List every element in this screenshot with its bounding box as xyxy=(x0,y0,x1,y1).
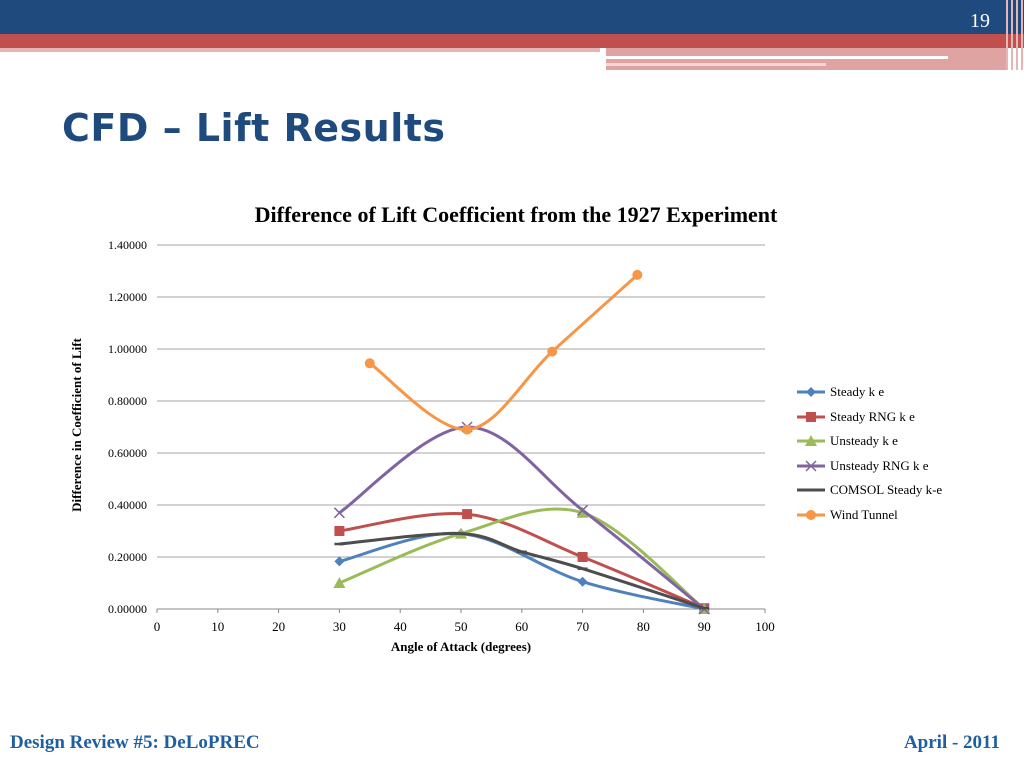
slide-number: 19 xyxy=(970,10,990,32)
x-tick-label: 0 xyxy=(154,619,161,634)
chart-legend: Steady k e Steady RNG k e Unsteady k e Unst… xyxy=(796,380,942,527)
legend-item-unsteady-k-e: Unsteady k e xyxy=(796,429,942,454)
legend-item-steady-k-e: Steady k e xyxy=(796,380,942,405)
legend-label: Steady k e xyxy=(830,384,885,400)
y-tick-label: 0.80000 xyxy=(108,394,147,408)
x-tick-label: 20 xyxy=(272,619,285,634)
data-point-unsteady-rng-k-e xyxy=(577,504,589,516)
data-point-unsteady-rng-k-e xyxy=(333,507,345,519)
legend-swatch xyxy=(797,435,825,447)
y-axis-label: Difference in Coefficient of Lift xyxy=(69,337,84,511)
legend-item-wind-tunnel: Wind Tunnel xyxy=(796,503,942,528)
data-point-wind-tunnel xyxy=(547,346,558,357)
header-vertical-lines xyxy=(1006,0,1024,70)
legend-label: Unsteady k e xyxy=(830,433,898,449)
series-line-wind-tunnel xyxy=(368,273,639,432)
data-point-steady-k-e xyxy=(577,576,588,587)
y-tick-label: 0.20000 xyxy=(108,550,147,564)
y-tick-label: 0.00000 xyxy=(108,602,147,616)
legend-swatch-marker xyxy=(805,435,817,447)
x-tick-label: 30 xyxy=(333,619,346,634)
data-point-unsteady-k-e xyxy=(576,506,589,518)
series-line-unsteady-k-e xyxy=(338,507,706,611)
x-tick-label: 80 xyxy=(637,619,650,634)
x-tick-label: 100 xyxy=(755,619,775,634)
y-tick-label: 0.40000 xyxy=(108,498,147,512)
x-tick-label: 60 xyxy=(515,619,528,634)
legend-item-unsteady-rng-k-e: Unsteady RNG k e xyxy=(796,454,942,479)
legend-swatch-marker xyxy=(806,411,816,422)
legend-label: Wind Tunnel xyxy=(830,506,898,522)
data-point-steady-rng-k-e xyxy=(577,552,588,562)
series-line-steady-k-e xyxy=(339,531,705,611)
slide-title: CFD – Lift Results xyxy=(62,106,446,150)
legend-swatch-marker xyxy=(806,509,816,520)
data-point-wind-tunnel xyxy=(462,424,473,435)
data-point-steady-rng-k-e xyxy=(462,509,473,520)
legend-item-comsol-steady-k-e: COMSOL Steady k-e xyxy=(796,478,942,503)
legend-swatch xyxy=(797,411,825,422)
legend-label: Steady RNG k e xyxy=(830,408,915,424)
x-tick-label: 40 xyxy=(394,619,407,634)
header-pink-line-2 xyxy=(606,63,826,66)
y-tick-label: 1.20000 xyxy=(108,290,147,304)
data-point-steady-rng-k-e xyxy=(334,526,345,536)
legend-swatch-marker xyxy=(806,387,816,398)
legend-item-steady-rng-k-e: Steady RNG k e xyxy=(796,405,942,430)
x-tick-label: 90 xyxy=(698,619,711,634)
chart-title: Difference of Lift Coefficient from the … xyxy=(255,202,778,227)
legend-label: COMSOL Steady k-e xyxy=(830,482,943,498)
legend-swatch xyxy=(797,488,825,492)
lift-chart: Difference of Lift Coefficient from the … xyxy=(69,202,778,654)
y-tick-label: 1.00000 xyxy=(108,342,147,356)
footer-presentation-name: Design Review #5: DeLoPREC xyxy=(10,732,260,753)
legend-swatch xyxy=(797,387,825,398)
y-tick-label: 1.40000 xyxy=(108,238,147,252)
header-pink-strip xyxy=(0,48,600,52)
legend-swatch xyxy=(797,509,825,520)
data-point-wind-tunnel xyxy=(632,269,643,280)
header-red-bar xyxy=(0,34,1024,48)
data-point-unsteady-k-e xyxy=(333,577,346,588)
header-blue-bar xyxy=(0,0,1024,34)
x-tick-label: 70 xyxy=(576,619,589,634)
legend-label: Unsteady RNG k e xyxy=(830,457,929,473)
y-tick-label: 0.60000 xyxy=(108,446,147,460)
data-point-steady-k-e xyxy=(334,556,345,567)
x-axis-label: Angle of Attack (degrees) xyxy=(391,639,531,654)
footer-date: April - 2011 xyxy=(903,732,1000,753)
x-tick-label: 10 xyxy=(211,619,224,634)
series-line-steady-rng-k-e xyxy=(339,511,705,610)
legend-swatch xyxy=(797,460,825,472)
legend-swatch-marker xyxy=(805,460,817,472)
header-pink-line xyxy=(606,56,948,59)
data-point-wind-tunnel xyxy=(364,358,375,369)
x-tick-label: 50 xyxy=(455,619,468,634)
series-line-unsteady-rng-k-e xyxy=(338,425,706,611)
